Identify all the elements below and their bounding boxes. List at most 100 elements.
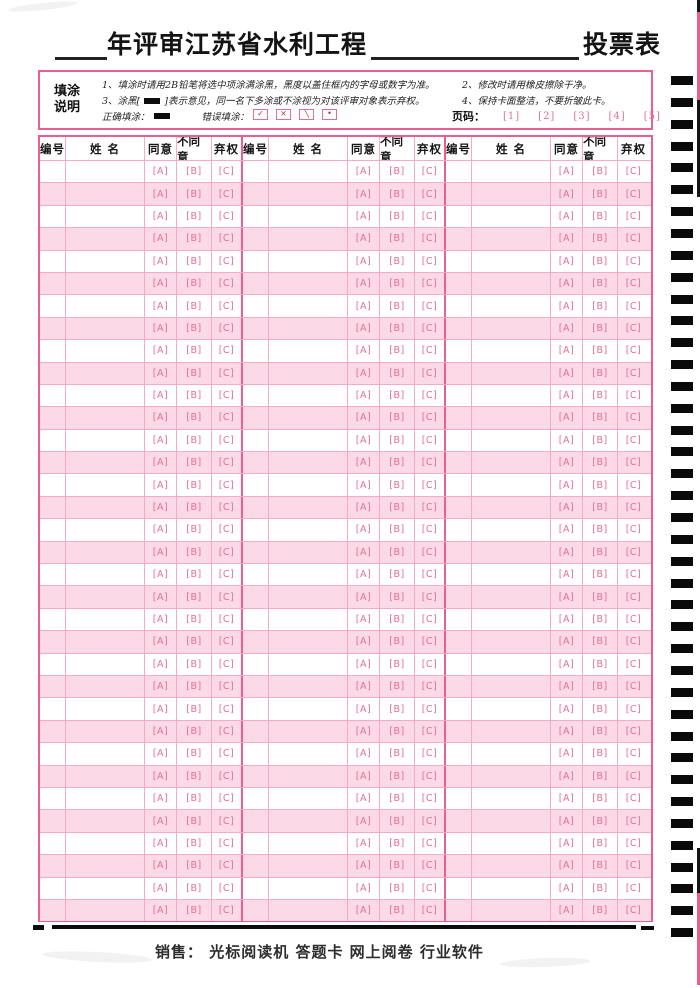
number-cell[interactable] [243,720,269,743]
bubble-disagree[interactable]: [B] [380,698,415,720]
bubble-abstain[interactable]: [C] [212,877,243,899]
bubble-abstain[interactable]: [C] [625,479,642,491]
number-cell[interactable] [446,698,472,720]
bubble-abstain[interactable]: [C] [415,541,446,564]
number-cell[interactable] [40,161,66,183]
bubble-disagree[interactable]: [B] [380,810,415,832]
number-cell[interactable] [243,653,269,675]
bubble-disagree[interactable]: [B] [380,877,415,899]
bubble-abstain[interactable]: [C] [625,502,642,514]
bubble-abstain[interactable]: [C] [625,524,642,536]
bubble-disagree[interactable]: [B] [177,340,212,362]
bubble-agree[interactable]: [A] [551,653,583,675]
name-cell[interactable] [472,340,551,362]
number-cell[interactable] [243,765,269,787]
name-cell[interactable] [472,608,551,631]
number-cell[interactable] [40,698,66,720]
bubble-agree[interactable]: [A] [551,899,583,922]
number-cell[interactable] [40,272,66,295]
name-cell[interactable] [269,272,348,295]
bubble-agree[interactable]: [A] [551,586,583,608]
bubble-agree[interactable]: [A] [348,832,380,855]
bubble-abstain[interactable]: [C] [212,519,243,541]
bubble-agree[interactable]: [A] [551,765,583,787]
bubble-abstain[interactable]: [C] [625,322,642,334]
name-cell[interactable] [269,899,348,922]
bubble-agree[interactable]: [A] [145,205,177,228]
bubble-abstain[interactable]: [C] [415,765,446,787]
name-cell[interactable] [472,787,551,810]
bubble-agree[interactable]: [A] [551,407,583,429]
name-cell[interactable] [472,183,551,205]
name-cell[interactable] [269,720,348,743]
bubble-abstain[interactable]: [C] [625,636,642,648]
name-cell[interactable] [472,384,551,407]
bubble-agree[interactable]: [A] [551,631,583,653]
bubble-disagree[interactable]: [B] [177,250,212,272]
bubble-abstain[interactable]: [C] [625,681,642,693]
name-cell[interactable] [472,250,551,272]
number-cell[interactable] [40,832,66,855]
bubble-disagree[interactable]: [B] [380,183,415,205]
bubble-abstain[interactable]: [C] [625,233,642,245]
bubble-agree[interactable]: [A] [348,743,380,765]
number-cell[interactable] [446,564,472,586]
bubble-abstain[interactable]: [C] [212,205,243,228]
bubble-disagree[interactable]: [B] [380,855,415,877]
bubble-abstain[interactable]: [C] [415,407,446,429]
bubble-disagree[interactable]: [B] [583,384,618,407]
number-cell[interactable] [40,295,66,317]
number-cell[interactable] [243,317,269,340]
number-cell[interactable] [243,832,269,855]
bubble-disagree[interactable]: [B] [177,810,212,832]
bubble-agree[interactable]: [A] [348,631,380,653]
bubble-abstain[interactable]: [C] [212,295,243,317]
title-blank-project[interactable] [371,23,579,60]
name-cell[interactable] [66,631,145,653]
bubble-agree[interactable]: [A] [551,877,583,899]
bubble-disagree[interactable]: [B] [177,832,212,855]
page-mark-3[interactable]: [3] [573,110,591,122]
number-cell[interactable] [40,519,66,541]
name-cell[interactable] [66,205,145,228]
bubble-disagree[interactable]: [B] [583,877,618,899]
bubble-disagree[interactable]: [B] [380,205,415,228]
bubble-disagree[interactable]: [B] [583,653,618,675]
name-cell[interactable] [269,586,348,608]
number-cell[interactable] [40,228,66,250]
name-cell[interactable] [269,787,348,810]
number-cell[interactable] [446,765,472,787]
name-cell[interactable] [66,877,145,899]
number-cell[interactable] [40,743,66,765]
bubble-abstain[interactable]: [C] [625,569,642,581]
bubble-agree[interactable]: [A] [348,698,380,720]
bubble-disagree[interactable]: [B] [177,631,212,653]
bubble-abstain[interactable]: [C] [415,631,446,653]
bubble-abstain[interactable]: [C] [415,743,446,765]
bubble-abstain[interactable]: [C] [212,429,243,452]
bubble-abstain[interactable]: [C] [625,614,642,625]
number-cell[interactable] [243,631,269,653]
number-cell[interactable] [243,228,269,250]
name-cell[interactable] [269,496,348,519]
name-cell[interactable] [472,474,551,496]
bubble-agree[interactable]: [A] [348,675,380,698]
bubble-abstain[interactable]: [C] [625,278,642,290]
bubble-disagree[interactable]: [B] [177,608,212,631]
bubble-abstain[interactable]: [C] [415,205,446,228]
bubble-agree[interactable]: [A] [551,362,583,384]
bubble-agree[interactable]: [A] [551,250,583,272]
bubble-abstain[interactable]: [C] [625,658,642,670]
name-cell[interactable] [269,765,348,787]
bubble-agree[interactable]: [A] [551,295,583,317]
bubble-abstain[interactable]: [C] [415,362,446,384]
bubble-abstain[interactable]: [C] [625,546,642,558]
bubble-disagree[interactable]: [B] [380,228,415,250]
bubble-disagree[interactable]: [B] [583,519,618,541]
bubble-agree[interactable]: [A] [551,810,583,832]
bubble-agree[interactable]: [A] [348,429,380,452]
bubble-disagree[interactable]: [B] [177,653,212,675]
bubble-agree[interactable]: [A] [551,429,583,452]
bubble-disagree[interactable]: [B] [583,340,618,362]
bubble-disagree[interactable]: [B] [380,362,415,384]
